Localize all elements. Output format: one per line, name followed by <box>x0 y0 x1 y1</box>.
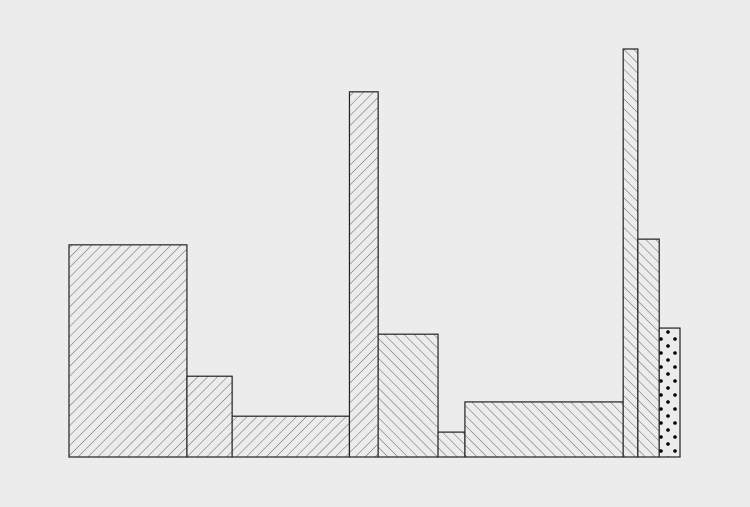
bar-9 <box>637 238 660 458</box>
bar-2 <box>186 375 233 458</box>
bar-8 <box>622 48 639 458</box>
bar-7 <box>464 401 624 458</box>
bar-1 <box>68 244 188 458</box>
bar-3 <box>231 415 351 458</box>
bar-5 <box>377 333 439 458</box>
bar-10 <box>658 327 681 458</box>
bar-6 <box>437 431 466 458</box>
bar-4 <box>348 91 379 458</box>
bars-layer <box>68 48 681 458</box>
